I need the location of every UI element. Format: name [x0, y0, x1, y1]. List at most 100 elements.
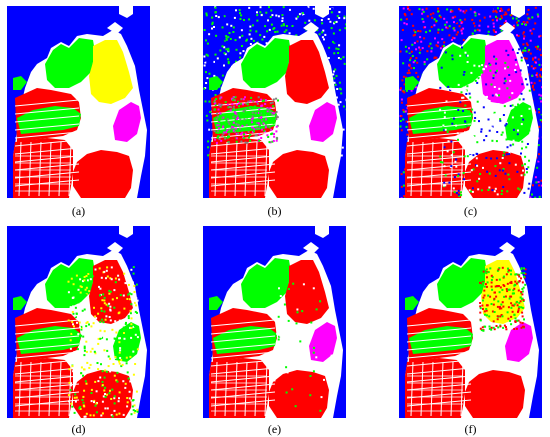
speckle	[532, 58, 534, 61]
speckle	[68, 296, 71, 299]
speckle	[468, 90, 471, 93]
speckle	[438, 14, 441, 17]
speckle	[540, 100, 542, 103]
speckle	[70, 402, 73, 405]
speckle	[103, 270, 106, 273]
speckle	[224, 137, 227, 140]
speckle	[457, 174, 460, 177]
speckle	[485, 156, 488, 159]
speckle	[491, 94, 494, 97]
speckle	[491, 276, 494, 279]
speckle	[455, 20, 458, 23]
speckle	[407, 7, 410, 10]
speckle	[501, 266, 504, 269]
speckle	[130, 268, 133, 271]
street-line	[210, 155, 276, 163]
speckle	[464, 109, 466, 112]
speckle	[482, 329, 485, 332]
speckle	[451, 54, 454, 57]
speckle	[276, 332, 279, 335]
speckle	[472, 22, 475, 25]
speckle	[334, 83, 337, 86]
speckle	[297, 15, 299, 18]
speckle	[521, 191, 524, 194]
speckle	[332, 73, 335, 76]
speckle	[509, 319, 511, 322]
speckle	[101, 370, 104, 373]
speckle	[485, 314, 488, 317]
speckle	[100, 414, 103, 417]
speckle	[312, 287, 315, 290]
speckle	[280, 24, 283, 27]
speckle	[132, 409, 135, 412]
speckle	[108, 302, 111, 305]
speckle	[538, 35, 541, 38]
speckle	[483, 289, 486, 292]
speckle	[523, 57, 526, 60]
speckle	[443, 146, 446, 149]
speckle	[494, 187, 497, 190]
speckle	[219, 105, 222, 107]
speckle	[408, 9, 411, 12]
speckle	[272, 122, 275, 125]
speckle	[249, 100, 252, 103]
speckle	[525, 86, 528, 89]
speckle	[512, 128, 515, 131]
speckle	[525, 42, 528, 45]
street-line	[440, 141, 444, 197]
speckle	[101, 336, 104, 339]
speckle	[95, 411, 98, 414]
speckle	[226, 103, 229, 106]
speckle	[265, 118, 268, 121]
speckle	[264, 27, 267, 30]
street-line	[14, 99, 80, 107]
speckle	[110, 278, 113, 281]
speckle	[534, 56, 537, 59]
speckle	[323, 378, 325, 381]
speckle	[210, 18, 213, 21]
street-line	[210, 123, 276, 131]
speckle	[283, 24, 285, 27]
speckle	[97, 323, 100, 326]
speckle	[500, 314, 503, 316]
speckle	[430, 47, 433, 50]
speckle	[214, 6, 217, 9]
speckle	[405, 50, 408, 53]
speckle	[232, 51, 235, 54]
speckle	[84, 304, 87, 307]
speckle	[479, 302, 482, 304]
street-line	[38, 361, 42, 417]
speckle	[493, 30, 496, 33]
speckle	[505, 153, 508, 156]
park-band	[213, 326, 277, 354]
speckle	[518, 280, 521, 283]
speckle	[208, 100, 211, 103]
speckle	[72, 283, 75, 286]
speckle	[531, 193, 533, 196]
speckle	[283, 30, 286, 33]
speckle	[264, 103, 267, 105]
magenta-region	[309, 102, 337, 142]
speckle	[512, 289, 515, 292]
speckle	[405, 23, 408, 26]
speckle	[537, 108, 540, 110]
speckle	[490, 279, 493, 281]
speckle	[220, 131, 223, 134]
speckle	[135, 301, 138, 304]
speckle	[521, 297, 524, 300]
speckle	[258, 117, 260, 120]
speckle	[443, 129, 446, 132]
speckle	[521, 315, 524, 318]
speckle	[405, 146, 408, 149]
speckle	[275, 115, 278, 118]
speckle	[520, 292, 523, 295]
speckle	[213, 102, 216, 105]
speckle	[216, 57, 219, 60]
speckle	[503, 151, 506, 154]
speckle	[458, 25, 461, 28]
speckle	[408, 51, 411, 54]
speckle	[464, 120, 466, 123]
speckle	[452, 36, 454, 39]
speckle	[249, 139, 252, 142]
speckle	[501, 288, 504, 291]
